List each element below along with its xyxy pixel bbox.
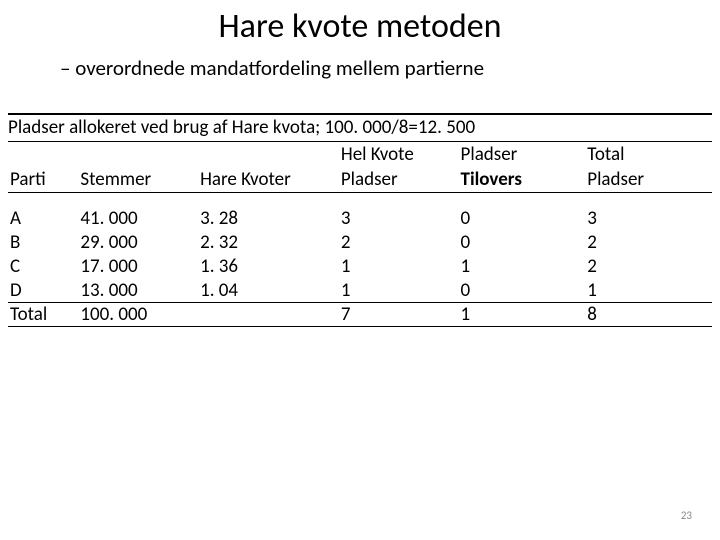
cell-total: 2 [585,255,712,279]
cell-hare: 1. 04 [198,279,339,303]
cell-parti: D [8,279,78,303]
th-stemmer: Stemmer [78,167,198,193]
cell-total-pladser: 8 [585,303,712,327]
cell-parti: A [8,207,78,231]
cell-helkvote: 2 [339,231,459,255]
th-top-3: Hel Kvote [339,142,459,167]
cell-stemmer: 13. 000 [78,279,198,303]
th-top-1 [78,142,198,167]
th-hare-kvoter: Hare Kvoter [198,167,339,193]
cell-total: 1 [585,279,712,303]
cell-parti: C [8,255,78,279]
table-container: Pladser allokeret ved brug af Hare kvota… [8,113,712,327]
cell-tilovers: 0 [459,231,586,255]
cell-tilovers: 0 [459,207,586,231]
cell-total: 2 [585,231,712,255]
cell-helkvote: 1 [339,255,459,279]
cell-stemmer: 41. 000 [78,207,198,231]
slide-title: Hare kvote metoden [0,0,720,55]
cell-helkvote: 3 [339,207,459,231]
total-row: Total 100. 000 7 1 8 [8,303,712,327]
table-row: B 29. 000 2. 32 2 0 2 [8,231,712,255]
cell-parti: B [8,231,78,255]
cell-total-tilovers: 1 [459,303,586,327]
header-row-bottom: Parti Stemmer Hare Kvoter Pladser Tilove… [8,167,712,193]
th-top-2 [198,142,339,167]
th-top-0 [8,142,78,167]
page-number: 23 [681,509,692,522]
cell-helkvote: 1 [339,279,459,303]
th-pladser: Pladser [339,167,459,193]
table-row: C 17. 000 1. 36 1 1 2 [8,255,712,279]
cell-total-helkvote: 7 [339,303,459,327]
cell-hare: 2. 32 [198,231,339,255]
cell-total-hare [198,303,339,327]
cell-total-stemmer: 100. 000 [78,303,198,327]
cell-hare: 3. 28 [198,207,339,231]
table-row: D 13. 000 1. 04 1 0 1 [8,279,712,303]
th-top-4: Pladser [459,142,586,167]
table-caption: Pladser allokeret ved brug af Hare kvota… [8,113,712,142]
header-row-top: Hel Kvote Pladser Total [8,142,712,167]
th-parti: Parti [8,167,78,193]
slide-subtitle: – overordnede mandatfordeling mellem par… [0,55,720,81]
table-row: A 41. 000 3. 28 3 0 3 [8,207,712,231]
cell-tilovers: 0 [459,279,586,303]
allocation-table: Hel Kvote Pladser Total Parti Stemmer Ha… [8,142,712,327]
cell-hare: 1. 36 [198,255,339,279]
th-tilovers: Tilovers [459,167,586,193]
th-total-pladser: Pladser [585,167,712,193]
cell-total-label: Total [8,303,78,327]
th-top-5: Total [585,142,712,167]
cell-tilovers: 1 [459,255,586,279]
cell-stemmer: 29. 000 [78,231,198,255]
cell-total: 3 [585,207,712,231]
spacer-row [8,193,712,207]
cell-stemmer: 17. 000 [78,255,198,279]
